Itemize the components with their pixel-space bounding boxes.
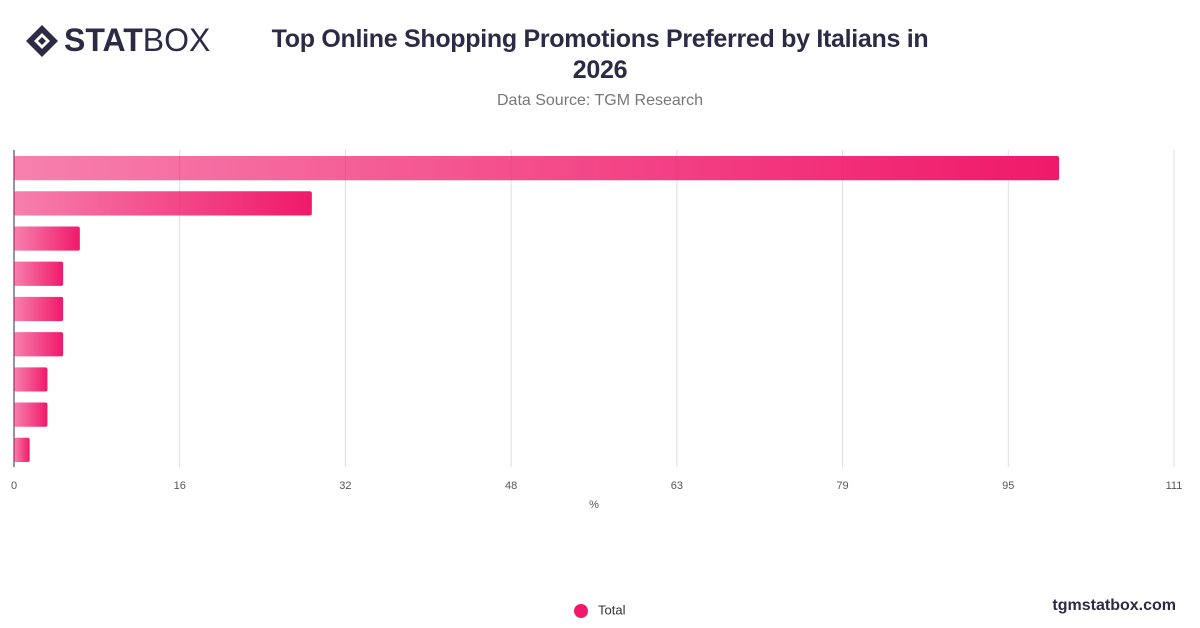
logo-light: BOX [142, 22, 211, 58]
chart-subtitle: Data Source: TGM Research [496, 92, 703, 109]
bar [14, 226, 80, 251]
bar [14, 191, 312, 216]
x-tick-label: 48 [505, 480, 517, 492]
x-tick-label: 63 [671, 480, 683, 492]
bar [14, 296, 64, 322]
bar [14, 261, 64, 286]
legend-marker [574, 604, 588, 618]
x-tick-label: 0 [11, 480, 17, 492]
bar [14, 156, 1060, 181]
legend-label: Total [598, 602, 626, 617]
x-tick-label: 32 [339, 480, 351, 492]
logo-bold: STAT [64, 22, 143, 58]
bar [14, 402, 48, 427]
logo: STAT BOX [24, 22, 210, 59]
logo-icon [26, 24, 58, 57]
x-tick-label: 79 [836, 480, 848, 492]
chart-title: Top Online Shopping Promotions Preferred… [271, 25, 929, 84]
x-axis-label: % [589, 499, 599, 511]
website: tgmstatbox.com [1052, 597, 1176, 614]
bar [14, 367, 48, 392]
bar [14, 437, 30, 462]
x-tick-label: 111 [1166, 480, 1183, 492]
x-tick-label: 16 [174, 480, 186, 492]
x-tick-label: 95 [1002, 480, 1014, 492]
bar [14, 332, 64, 357]
